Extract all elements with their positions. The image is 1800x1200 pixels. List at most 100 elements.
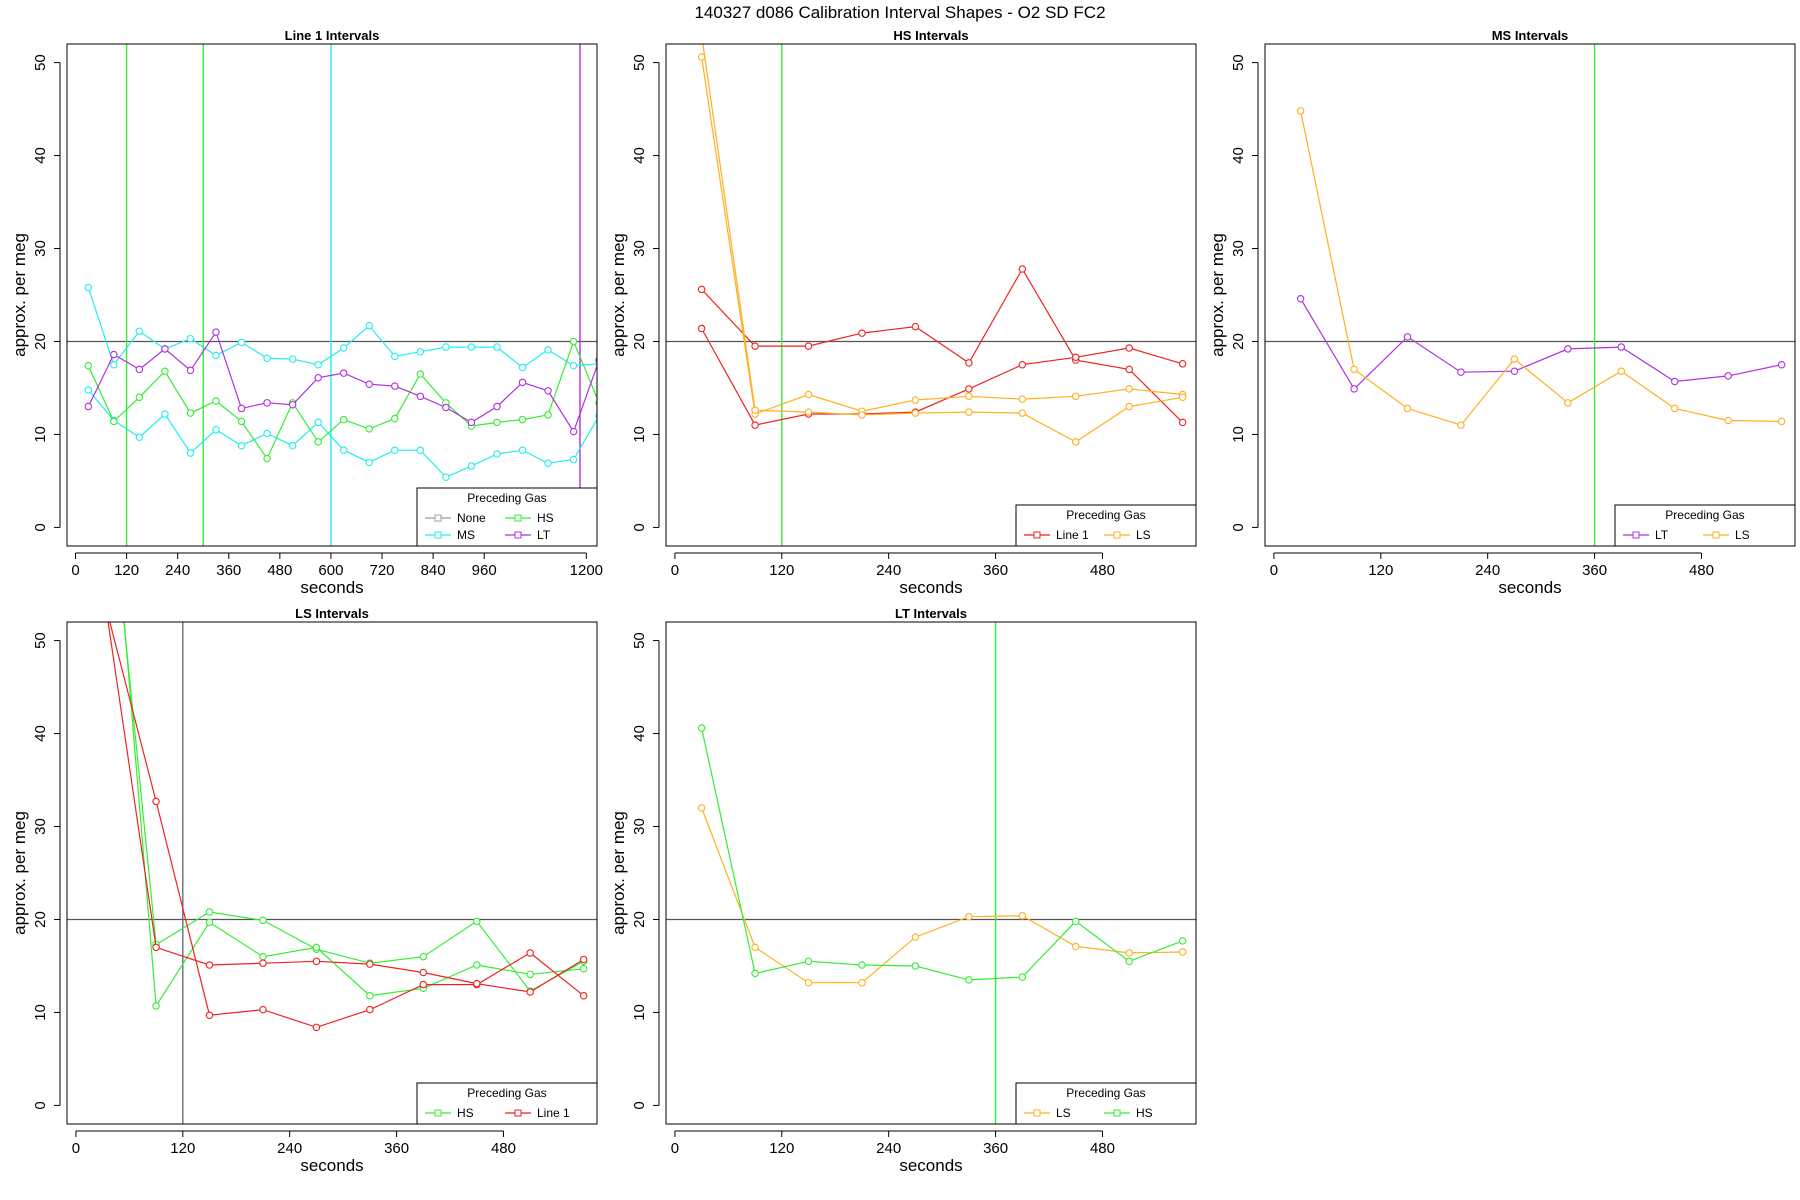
data-point xyxy=(1564,345,1572,353)
legend-swatch-marker xyxy=(434,514,442,522)
x-tick-label: 480 xyxy=(1090,562,1115,579)
data-point xyxy=(1018,360,1027,369)
data-point xyxy=(1178,418,1187,427)
data-point xyxy=(339,369,348,377)
data-point xyxy=(1350,365,1358,374)
series-group xyxy=(697,724,1187,987)
data-point xyxy=(544,387,552,395)
data-point xyxy=(1296,107,1305,115)
data-point xyxy=(1670,404,1679,413)
chart-panel-1: Line 1 Intervals 0 120 240 360 480 600 720 840 96… xyxy=(10,28,603,597)
data-point xyxy=(212,426,220,434)
data-point xyxy=(911,396,920,404)
legend-entry-label: HS xyxy=(537,511,554,525)
x-tick-label: 240 xyxy=(1475,562,1500,579)
data-point xyxy=(472,979,481,988)
legend-title: Preceding Gas xyxy=(467,491,546,505)
chart-panel-5: LT Intervals 0 120 240 360 480 seconds 0 10 20 30 4… xyxy=(609,606,1197,1175)
y-axis-label: approx. per meg xyxy=(10,233,29,357)
data-point xyxy=(858,978,866,987)
data-point xyxy=(1018,973,1027,981)
data-point xyxy=(263,454,271,463)
data-point xyxy=(911,933,920,941)
data-point xyxy=(858,411,866,419)
data-point xyxy=(84,402,93,411)
data-point xyxy=(135,365,144,374)
data-point xyxy=(493,450,501,458)
series-line-hs xyxy=(123,622,584,1008)
data-point xyxy=(365,458,373,467)
data-point xyxy=(419,980,428,989)
legend-swatch-marker xyxy=(434,531,442,539)
data-point xyxy=(858,329,866,337)
data-point xyxy=(442,343,450,351)
data-point xyxy=(365,380,373,388)
data-point xyxy=(1125,402,1133,411)
legend: Preceding Gas Line 1 LS xyxy=(1015,504,1197,547)
data-point xyxy=(1125,949,1133,957)
x-tick-label: 120 xyxy=(769,1140,794,1157)
data-point xyxy=(237,417,246,426)
plot-frame xyxy=(665,621,1197,1125)
series-line-hs xyxy=(701,727,1183,981)
y-tick-label: 30 xyxy=(32,240,49,257)
data-point xyxy=(312,1023,321,1032)
x-tick-label: 240 xyxy=(165,562,190,579)
data-point xyxy=(110,350,118,359)
y-tick-label: 50 xyxy=(1230,54,1247,71)
data-point xyxy=(1457,421,1465,429)
series-line-hs xyxy=(87,339,597,460)
data-point xyxy=(186,449,195,457)
legend-box xyxy=(1015,504,1197,547)
data-point xyxy=(366,960,374,968)
data-point xyxy=(237,404,246,413)
data-point xyxy=(237,441,246,450)
data-point xyxy=(1018,395,1027,403)
data-point xyxy=(339,344,348,352)
data-point xyxy=(569,361,578,370)
data-point xyxy=(1125,365,1133,374)
x-tick-label: 240 xyxy=(277,1140,302,1157)
data-point xyxy=(1457,368,1465,376)
data-point xyxy=(110,360,118,369)
data-point xyxy=(1125,957,1133,966)
series-line-hs xyxy=(123,622,584,992)
data-point xyxy=(697,324,706,333)
legend-swatch-marker xyxy=(1033,1109,1041,1117)
data-point xyxy=(110,417,118,426)
data-point xyxy=(1777,417,1786,426)
data-point xyxy=(858,961,866,969)
data-point xyxy=(314,418,322,427)
y-tick-label: 50 xyxy=(32,632,49,649)
y-tick-label: 40 xyxy=(32,725,49,742)
y-tick-label: 30 xyxy=(631,818,648,835)
data-point xyxy=(965,359,973,367)
data-point xyxy=(493,418,501,427)
y-tick-label: 50 xyxy=(631,632,648,649)
data-point xyxy=(1071,392,1080,401)
data-point xyxy=(312,957,321,966)
data-point xyxy=(751,969,759,978)
data-point xyxy=(186,334,195,343)
data-point xyxy=(312,943,321,952)
y-tick-label: 0 xyxy=(32,1101,49,1109)
data-point xyxy=(237,338,246,347)
legend-box xyxy=(416,1082,598,1125)
data-point xyxy=(161,410,169,418)
data-point xyxy=(518,446,527,454)
x-tick-label: 360 xyxy=(1582,562,1607,579)
data-point xyxy=(263,399,271,407)
y-tick-label: 0 xyxy=(631,1101,648,1109)
x-tick-label: 360 xyxy=(216,562,241,579)
series-group xyxy=(697,44,1187,446)
x-axis-label: seconds xyxy=(300,578,363,597)
legend-title: Preceding Gas xyxy=(467,1086,546,1100)
data-point xyxy=(259,952,267,961)
data-point xyxy=(419,952,428,961)
legend-swatch-marker xyxy=(1113,531,1121,539)
y-tick-label: 30 xyxy=(32,818,49,835)
x-tick-label: 480 xyxy=(267,562,292,579)
x-axis-label: seconds xyxy=(899,1156,962,1175)
y-tick-label: 20 xyxy=(32,333,49,350)
